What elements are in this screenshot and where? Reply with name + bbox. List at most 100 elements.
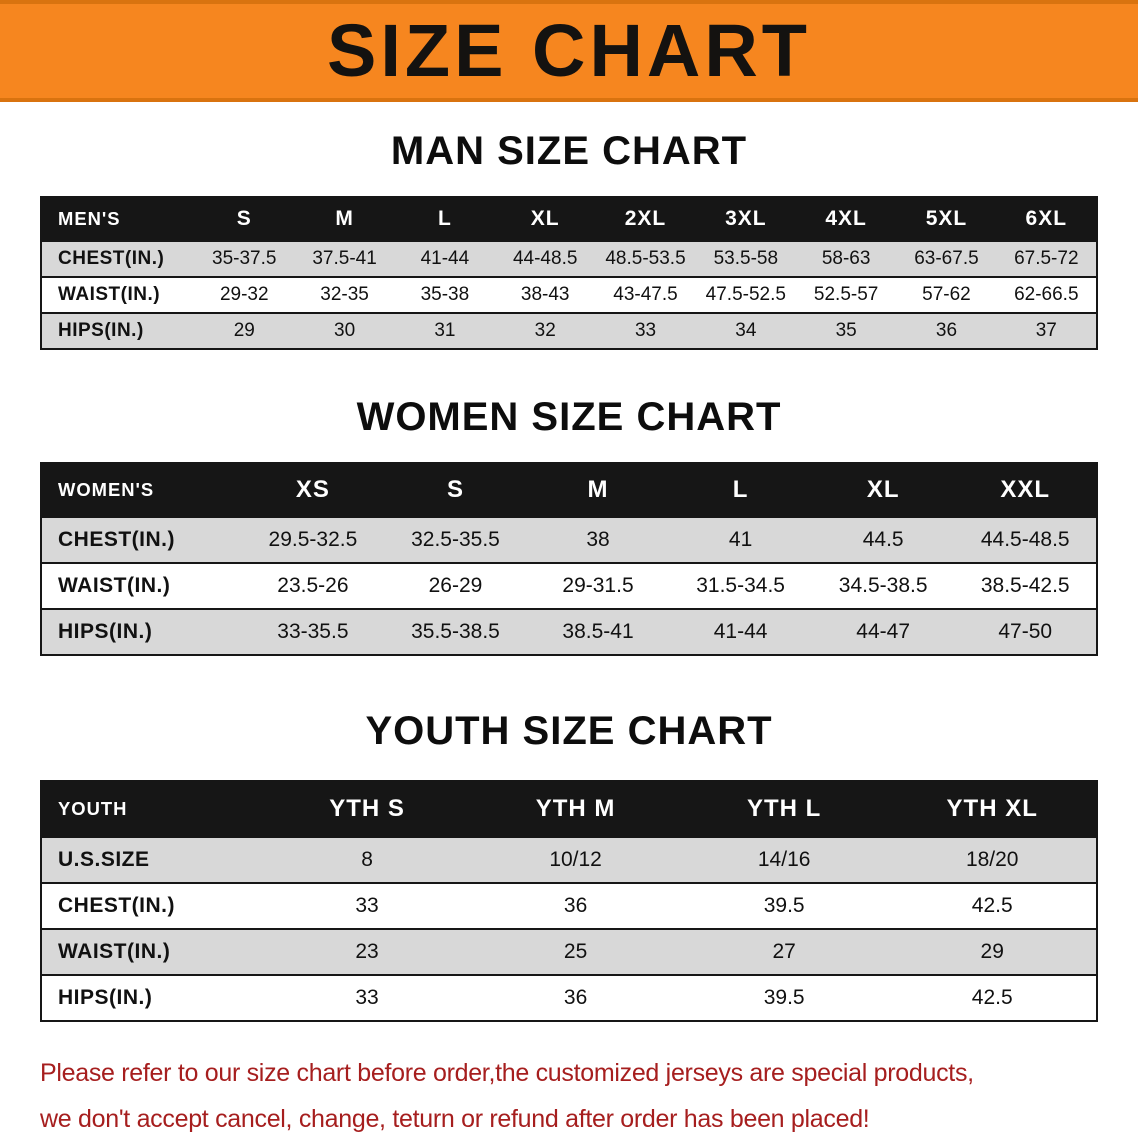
table-row: WAIST(IN.) 23.5-26 26-29 29-31.5 31.5-34.5 34… xyxy=(41,562,1097,609)
value-cell: 58-63 xyxy=(795,240,897,277)
size-header-cell: 2XL xyxy=(624,207,667,230)
men-section-title: MAN SIZE CHART xyxy=(390,129,748,173)
value-cell: 34 xyxy=(695,312,796,349)
value-cell: 38-43 xyxy=(495,276,596,313)
measure-label-cell: CHEST(IN.) xyxy=(41,882,263,929)
table-row: WAIST(IN.) 29-32 32-35 35-38 38-43 43-47.5 47.… xyxy=(41,276,1097,313)
youth-size-table: YOUTH YTH S YTH M YTH L YTH XL U.S.SIZE 8 10/12… xyxy=(40,780,1098,1022)
value-cell: 23 xyxy=(262,928,472,975)
value-cell: 44.5 xyxy=(811,516,955,563)
table-header-row: MEN'S S M L XL 2XL 3XL 4XL 5XL 6XL xyxy=(41,197,1097,241)
value-cell: 14/16 xyxy=(679,836,889,883)
value-cell: 29-31.5 xyxy=(526,562,670,609)
table-row: CHEST(IN.) 33 36 39.5 42.5 xyxy=(41,882,1097,929)
value-cell: 30 xyxy=(294,312,395,349)
measure-label-cell: U.S.SIZE xyxy=(41,836,263,883)
size-header-cell: YTH L xyxy=(746,795,822,822)
value-cell: 35.5-38.5 xyxy=(384,608,527,655)
value-cell: 67.5-72 xyxy=(996,240,1097,277)
measure-label-cell: CHEST(IN.) xyxy=(41,516,242,563)
value-cell: 57-62 xyxy=(896,276,997,313)
value-cell: 10/12 xyxy=(471,836,680,883)
value-cell: 26-29 xyxy=(384,562,527,609)
value-cell: 35-37.5 xyxy=(194,240,295,277)
value-cell: 8 xyxy=(262,836,472,883)
table-row: HIPS(IN.) 29 30 31 32 33 34 35 36 37 xyxy=(41,312,1097,349)
value-cell: 44-47 xyxy=(811,608,955,655)
measure-label-cell: WAIST(IN.) xyxy=(41,276,195,313)
value-cell: 42.5 xyxy=(888,974,1097,1021)
value-cell: 37.5-41 xyxy=(294,240,395,277)
size-header-cell: 6XL xyxy=(1025,207,1068,230)
value-cell: 32.5-35.5 xyxy=(384,516,527,563)
table-row: HIPS(IN.) 33-35.5 35.5-38.5 38.5-41 41-44 44-… xyxy=(41,608,1097,655)
size-header-cell: YTH M xyxy=(535,795,616,822)
value-cell: 44.5-48.5 xyxy=(954,516,1097,563)
value-cell: 41-44 xyxy=(394,240,496,277)
value-cell: 29 xyxy=(888,928,1097,975)
value-cell: 37 xyxy=(996,312,1097,349)
measure-label-cell: HIPS(IN.) xyxy=(41,608,242,655)
value-cell: 29 xyxy=(194,312,295,349)
value-cell: 38.5-41 xyxy=(526,608,670,655)
value-cell: 39.5 xyxy=(679,974,889,1021)
women-section-title: WOMEN SIZE CHART xyxy=(356,395,782,439)
value-cell: 41 xyxy=(669,516,812,563)
value-cell: 36 xyxy=(896,312,997,349)
value-cell: 29.5-32.5 xyxy=(241,516,385,563)
women-size-table: WOMEN'S XS S M L XL XXL CHEST(IN.) 29.5-32.5 32.5… xyxy=(40,462,1098,656)
page-title: SIZE CHART xyxy=(327,9,811,92)
value-cell: 53.5-58 xyxy=(695,240,796,277)
table-row: U.S.SIZE 8 10/12 14/16 18/20 xyxy=(41,836,1097,883)
value-cell: 47.5-52.5 xyxy=(695,276,796,313)
size-header-cell: M xyxy=(587,476,609,503)
value-cell: 27 xyxy=(679,928,889,975)
measure-label-cell: HIPS(IN.) xyxy=(41,974,263,1021)
table-row: CHEST(IN.) 29.5-32.5 32.5-35.5 38 41 44.5 44.5… xyxy=(41,516,1097,563)
disclaimer-line-2: we don't accept cancel, change, teturn o… xyxy=(40,1105,870,1132)
table-title-cell: WOMEN'S xyxy=(58,479,155,500)
value-cell: 35-38 xyxy=(394,276,496,313)
value-cell: 33-35.5 xyxy=(241,608,385,655)
disclaimer: Please refer to our size chart before or… xyxy=(40,1050,1138,1132)
value-cell: 43-47.5 xyxy=(595,276,696,313)
value-cell: 31.5-34.5 xyxy=(669,562,812,609)
size-header-cell: 5XL xyxy=(925,207,968,230)
value-cell: 23.5-26 xyxy=(241,562,385,609)
banner: SIZE CHART xyxy=(0,0,1138,102)
table-row: CHEST(IN.) 35-37.5 37.5-41 41-44 44-48.5 48.5… xyxy=(41,240,1097,277)
value-cell: 34.5-38.5 xyxy=(811,562,955,609)
value-cell: 63-67.5 xyxy=(896,240,997,277)
table-header-row: YOUTH YTH S YTH M YTH L YTH XL xyxy=(41,781,1097,837)
table-row: HIPS(IN.) 33 36 39.5 42.5 xyxy=(41,974,1097,1021)
value-cell: 36 xyxy=(471,882,680,929)
size-header-cell: M xyxy=(335,207,354,230)
disclaimer-line-1: Please refer to our size chart before or… xyxy=(40,1059,974,1087)
measure-label-cell: HIPS(IN.) xyxy=(41,312,195,349)
size-header-cell: S xyxy=(446,476,464,503)
size-header-cell: XL xyxy=(530,207,560,230)
value-cell: 32-35 xyxy=(294,276,395,313)
size-header-cell: 4XL xyxy=(825,207,867,230)
value-cell: 39.5 xyxy=(679,882,889,929)
size-header-cell: YTH XL xyxy=(946,795,1038,822)
size-header-cell: XXL xyxy=(1000,476,1051,503)
size-header-cell: 3XL xyxy=(725,207,767,230)
size-header-cell: S xyxy=(236,207,252,230)
value-cell: 62-66.5 xyxy=(996,276,1097,313)
table-header-row: WOMEN'S XS S M L XL XXL xyxy=(41,463,1097,517)
value-cell: 25 xyxy=(471,928,680,975)
value-cell: 44-48.5 xyxy=(495,240,596,277)
table-title-cell: MEN'S xyxy=(58,208,121,229)
size-header-cell: XS xyxy=(295,476,330,503)
value-cell: 41-44 xyxy=(669,608,812,655)
value-cell: 47-50 xyxy=(954,608,1097,655)
value-cell: 48.5-53.5 xyxy=(595,240,696,277)
value-cell: 33 xyxy=(595,312,696,349)
value-cell: 38.5-42.5 xyxy=(954,562,1097,609)
size-header-cell: YTH S xyxy=(329,795,405,822)
men-size-table: MEN'S S M L XL 2XL 3XL 4XL 5XL 6XL CHEST(IN.) 35-37… xyxy=(40,196,1098,350)
value-cell: 52.5-57 xyxy=(795,276,897,313)
table-title-cell: YOUTH xyxy=(58,798,128,819)
